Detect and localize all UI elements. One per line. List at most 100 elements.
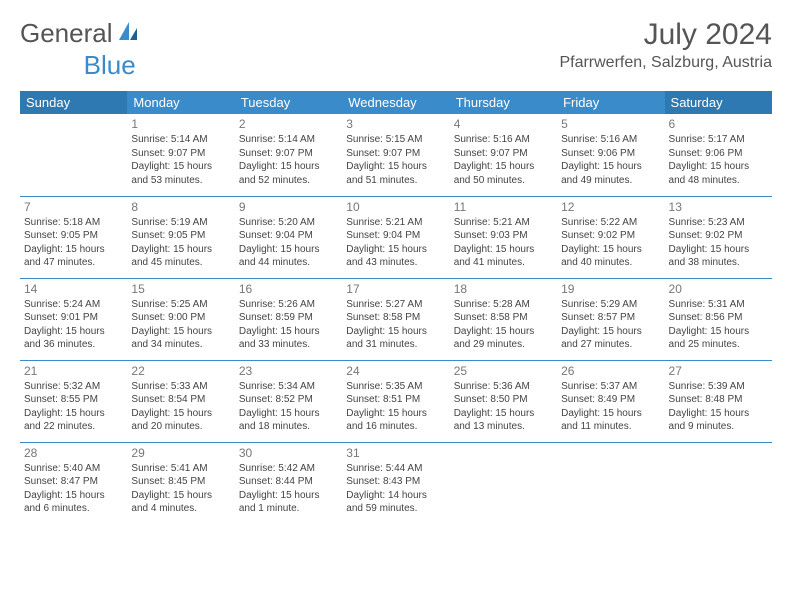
sunrise-text: Sunrise: 5:36 AM <box>454 380 553 394</box>
sunset-text: Sunset: 8:52 PM <box>239 393 338 407</box>
sunrise-text: Sunrise: 5:24 AM <box>24 298 123 312</box>
calendar-day-cell: 20Sunrise: 5:31 AMSunset: 8:56 PMDayligh… <box>665 278 772 360</box>
daylight-text-2: and 41 minutes. <box>454 256 553 270</box>
day-number: 11 <box>454 199 553 215</box>
sunset-text: Sunset: 8:47 PM <box>24 475 123 489</box>
calendar-day-cell: 31Sunrise: 5:44 AMSunset: 8:43 PMDayligh… <box>342 442 449 524</box>
daylight-text-1: Daylight: 15 hours <box>346 407 445 421</box>
logo-sail-icon <box>117 18 139 49</box>
day-number: 2 <box>239 116 338 132</box>
daylight-text-2: and 50 minutes. <box>454 174 553 188</box>
sunset-text: Sunset: 9:03 PM <box>454 229 553 243</box>
calendar-day-cell: 7Sunrise: 5:18 AMSunset: 9:05 PMDaylight… <box>20 196 127 278</box>
day-number: 24 <box>346 363 445 379</box>
daylight-text-2: and 44 minutes. <box>239 256 338 270</box>
day-number: 26 <box>561 363 660 379</box>
day-number: 7 <box>24 199 123 215</box>
weekday-friday: Friday <box>557 91 664 114</box>
calendar-week-row: 14Sunrise: 5:24 AMSunset: 9:01 PMDayligh… <box>20 278 772 360</box>
day-number: 29 <box>131 445 230 461</box>
calendar-day-cell: 9Sunrise: 5:20 AMSunset: 9:04 PMDaylight… <box>235 196 342 278</box>
calendar-day-cell: 21Sunrise: 5:32 AMSunset: 8:55 PMDayligh… <box>20 360 127 442</box>
calendar-week-row: 1Sunrise: 5:14 AMSunset: 9:07 PMDaylight… <box>20 114 772 196</box>
day-number: 22 <box>131 363 230 379</box>
daylight-text-2: and 16 minutes. <box>346 420 445 434</box>
sunset-text: Sunset: 9:06 PM <box>669 147 768 161</box>
day-number: 27 <box>669 363 768 379</box>
calendar-head: Sunday Monday Tuesday Wednesday Thursday… <box>20 91 772 114</box>
daylight-text-1: Daylight: 15 hours <box>561 160 660 174</box>
daylight-text-1: Daylight: 15 hours <box>669 325 768 339</box>
daylight-text-1: Daylight: 15 hours <box>131 407 230 421</box>
location-text: Pfarrwerfen, Salzburg, Austria <box>559 54 772 72</box>
sunrise-text: Sunrise: 5:44 AM <box>346 462 445 476</box>
day-number: 10 <box>346 199 445 215</box>
daylight-text-1: Daylight: 15 hours <box>669 407 768 421</box>
daylight-text-2: and 1 minute. <box>239 502 338 516</box>
day-number: 13 <box>669 199 768 215</box>
calendar-day-cell: 2Sunrise: 5:14 AMSunset: 9:07 PMDaylight… <box>235 114 342 196</box>
calendar-day-cell: 17Sunrise: 5:27 AMSunset: 8:58 PMDayligh… <box>342 278 449 360</box>
daylight-text-2: and 27 minutes. <box>561 338 660 352</box>
daylight-text-1: Daylight: 15 hours <box>239 489 338 503</box>
sunset-text: Sunset: 9:04 PM <box>346 229 445 243</box>
day-number: 14 <box>24 281 123 297</box>
sunrise-text: Sunrise: 5:42 AM <box>239 462 338 476</box>
daylight-text-1: Daylight: 15 hours <box>561 325 660 339</box>
daylight-text-2: and 6 minutes. <box>24 502 123 516</box>
sunset-text: Sunset: 8:48 PM <box>669 393 768 407</box>
calendar-day-cell: 8Sunrise: 5:19 AMSunset: 9:05 PMDaylight… <box>127 196 234 278</box>
daylight-text-1: Daylight: 15 hours <box>454 243 553 257</box>
day-number: 4 <box>454 116 553 132</box>
calendar-day-cell: 10Sunrise: 5:21 AMSunset: 9:04 PMDayligh… <box>342 196 449 278</box>
calendar-day-cell <box>20 114 127 196</box>
sunrise-text: Sunrise: 5:23 AM <box>669 216 768 230</box>
sunrise-text: Sunrise: 5:26 AM <box>239 298 338 312</box>
weekday-sunday: Sunday <box>20 91 127 114</box>
calendar-day-cell: 1Sunrise: 5:14 AMSunset: 9:07 PMDaylight… <box>127 114 234 196</box>
daylight-text-1: Daylight: 15 hours <box>669 160 768 174</box>
daylight-text-1: Daylight: 15 hours <box>561 243 660 257</box>
calendar-day-cell: 29Sunrise: 5:41 AMSunset: 8:45 PMDayligh… <box>127 442 234 524</box>
daylight-text-1: Daylight: 15 hours <box>131 243 230 257</box>
sunrise-text: Sunrise: 5:20 AM <box>239 216 338 230</box>
daylight-text-2: and 31 minutes. <box>346 338 445 352</box>
daylight-text-2: and 13 minutes. <box>454 420 553 434</box>
sunset-text: Sunset: 8:51 PM <box>346 393 445 407</box>
sunrise-text: Sunrise: 5:35 AM <box>346 380 445 394</box>
sunset-text: Sunset: 9:07 PM <box>454 147 553 161</box>
daylight-text-1: Daylight: 15 hours <box>24 243 123 257</box>
daylight-text-2: and 43 minutes. <box>346 256 445 270</box>
sunrise-text: Sunrise: 5:39 AM <box>669 380 768 394</box>
calendar-day-cell <box>450 442 557 524</box>
day-number: 25 <box>454 363 553 379</box>
sunset-text: Sunset: 8:45 PM <box>131 475 230 489</box>
sunset-text: Sunset: 9:07 PM <box>239 147 338 161</box>
sunset-text: Sunset: 9:02 PM <box>669 229 768 243</box>
daylight-text-1: Daylight: 14 hours <box>346 489 445 503</box>
daylight-text-2: and 20 minutes. <box>131 420 230 434</box>
calendar-day-cell: 25Sunrise: 5:36 AMSunset: 8:50 PMDayligh… <box>450 360 557 442</box>
daylight-text-2: and 29 minutes. <box>454 338 553 352</box>
daylight-text-1: Daylight: 15 hours <box>24 325 123 339</box>
daylight-text-1: Daylight: 15 hours <box>239 325 338 339</box>
day-number: 18 <box>454 281 553 297</box>
sunrise-text: Sunrise: 5:29 AM <box>561 298 660 312</box>
sunset-text: Sunset: 9:07 PM <box>131 147 230 161</box>
daylight-text-1: Daylight: 15 hours <box>239 243 338 257</box>
weekday-saturday: Saturday <box>665 91 772 114</box>
calendar-day-cell: 3Sunrise: 5:15 AMSunset: 9:07 PMDaylight… <box>342 114 449 196</box>
weekday-tuesday: Tuesday <box>235 91 342 114</box>
sunrise-text: Sunrise: 5:21 AM <box>346 216 445 230</box>
day-number: 6 <box>669 116 768 132</box>
daylight-text-2: and 53 minutes. <box>131 174 230 188</box>
daylight-text-2: and 22 minutes. <box>24 420 123 434</box>
sunrise-text: Sunrise: 5:21 AM <box>454 216 553 230</box>
sunset-text: Sunset: 8:54 PM <box>131 393 230 407</box>
day-number: 8 <box>131 199 230 215</box>
calendar-body: 1Sunrise: 5:14 AMSunset: 9:07 PMDaylight… <box>20 114 772 524</box>
daylight-text-1: Daylight: 15 hours <box>239 407 338 421</box>
daylight-text-2: and 48 minutes. <box>669 174 768 188</box>
daylight-text-1: Daylight: 15 hours <box>346 243 445 257</box>
sunset-text: Sunset: 8:44 PM <box>239 475 338 489</box>
